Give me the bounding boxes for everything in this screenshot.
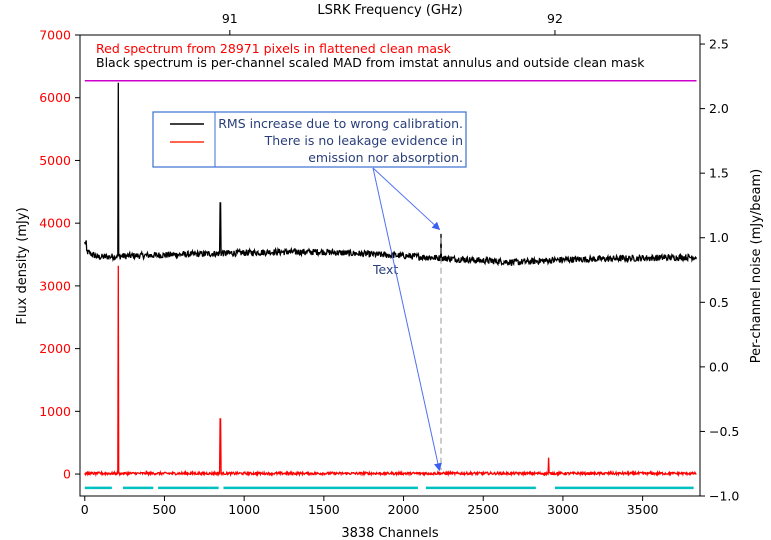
x-tick-label-4: 2000 [388, 502, 420, 517]
text-label: Text [372, 262, 398, 277]
x-tick-label-0: 0 [81, 502, 89, 517]
top-tick-label-0: 91 [222, 11, 238, 26]
left-tick-label-1: 1000 [39, 404, 71, 419]
x-tick-label-3: 1500 [308, 502, 340, 517]
right-tick-label-4: 1.0 [709, 230, 729, 245]
plot-frame [79, 34, 701, 497]
x-tick-label-1: 500 [153, 502, 177, 517]
series-black-noise [84, 82, 697, 267]
annotation-arrow-0 [372, 167, 441, 231]
top-axis-label: LSRK Frequency (GHz) [317, 3, 462, 18]
title-black: Black spectrum is per-channel scaled MAD… [96, 55, 645, 70]
x-tick-label-5: 2500 [467, 502, 499, 517]
right-tick-label-0: −1.0 [709, 489, 739, 504]
annotation-arrow-1 [372, 167, 442, 472]
series-red-spectrum [84, 265, 697, 478]
annotation-line-3: emission nor absorption. [308, 150, 463, 165]
left-tick-label-5: 5000 [39, 153, 71, 168]
annotation-line-2: There is no leakage evidence in [264, 133, 463, 148]
right-tick-label-7: 2.5 [709, 37, 729, 52]
left-tick-label-6: 6000 [39, 90, 71, 105]
top-tick-label-1: 92 [547, 11, 563, 26]
x-tick-label-2: 1000 [228, 502, 260, 517]
right-tick-label-2: 0.0 [709, 359, 729, 374]
left-tick-label-4: 4000 [39, 216, 71, 231]
title-red: Red spectrum from 28971 pixels in flatte… [96, 41, 452, 56]
left-tick-label-3: 3000 [39, 278, 71, 293]
x-axis-label: 3838 Channels [341, 526, 439, 540]
x-tick-label-7: 3500 [627, 502, 659, 517]
right-tick-label-5: 1.5 [709, 166, 729, 181]
annotation-line-1: RMS increase due to wrong calibration. [218, 116, 463, 131]
annotation-box [152, 111, 467, 168]
right-tick-label-3: 0.5 [709, 295, 729, 310]
left-tick-label-2: 2000 [39, 341, 71, 356]
right-tick-label-1: −0.5 [709, 424, 739, 439]
right-tick-label-6: 2.0 [709, 101, 729, 116]
x-tick-label-6: 3000 [547, 502, 579, 517]
left-tick-label-7: 7000 [39, 28, 71, 43]
left-axis-label: Flux density (mJy) [15, 207, 30, 324]
right-axis-label: Per-channel noise (mJy/beam) [749, 169, 764, 363]
left-tick-label-0: 0 [63, 467, 71, 482]
